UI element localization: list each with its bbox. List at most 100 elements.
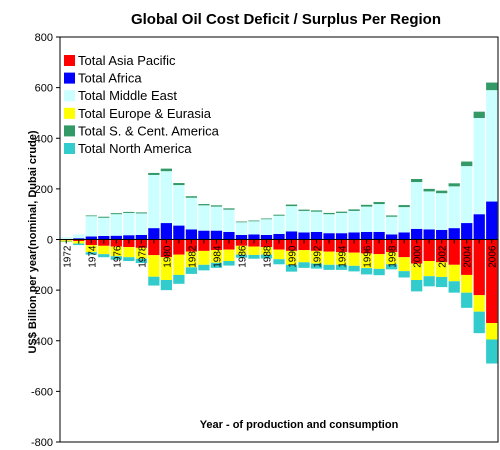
x-tick-label: 1972 [62, 245, 73, 268]
bar-total-asia-pacific-2005 [473, 239, 485, 296]
bar-total-europe-eurasia-1996 [360, 253, 373, 269]
bar-total-africa-1986 [235, 234, 248, 240]
x-tick-label: 1984 [212, 245, 223, 268]
bar-total-asia-pacific-1995 [348, 239, 360, 253]
x-tick-label: 1986 [237, 245, 248, 268]
bar-total-africa-1995 [348, 232, 360, 240]
bar-total-s-cent-america-1980 [160, 168, 172, 172]
x-tick-label: 1994 [338, 245, 349, 268]
bar-total-north-america-1994 [335, 264, 348, 270]
legend-swatch [64, 107, 75, 119]
bar-total-middle-east-1979 [148, 174, 160, 229]
legend-swatch [64, 90, 75, 102]
bar-total-africa-1983 [198, 230, 210, 240]
bar-total-africa-1996 [360, 231, 373, 240]
bar-total-asia-pacific-1978 [135, 239, 147, 248]
bar-total-north-america-1975 [98, 254, 110, 258]
bar-total-europe-eurasia-1999 [398, 257, 410, 272]
bar-total-north-america-1980 [160, 280, 172, 291]
bar-total-asia-pacific-1982 [185, 239, 198, 252]
bar-total-middle-east-1993 [323, 214, 335, 234]
bar-total-africa-2003 [448, 228, 460, 240]
bar-total-africa-1979 [148, 228, 160, 240]
x-tick-labels: 1972 1974 1976 1978 1980 1982 1984 1986 1988 1990… [62, 245, 498, 268]
bar-total-s-cent-america-1998 [386, 215, 398, 217]
bar-total-africa-1998 [386, 234, 398, 240]
bar-total-s-cent-america-1978 [135, 212, 147, 214]
bar-total-middle-east-1992 [310, 211, 323, 232]
bar-total-europe-eurasia-2001 [423, 261, 435, 277]
bar-total-middle-east-2000 [411, 182, 423, 229]
bar-total-north-america-1991 [298, 262, 310, 268]
bar-total-middle-east-1988 [260, 219, 273, 235]
bar-total-europe-eurasia-1985 [223, 249, 235, 262]
bar-total-north-america-2002 [436, 276, 448, 288]
bar-total-north-america-1981 [173, 274, 185, 284]
bar-total-north-america-1978 [135, 258, 147, 264]
bar-total-middle-east-1980 [160, 171, 172, 224]
bar-total-africa-1987 [248, 234, 260, 240]
bar-total-middle-east-2004 [461, 166, 473, 224]
bar-total-europe-eurasia-1997 [373, 254, 385, 269]
bar-total-asia-pacific-1980 [160, 239, 172, 258]
x-tick-label: 1996 [363, 245, 374, 268]
bar-total-africa-1992 [310, 231, 323, 240]
bar-total-s-cent-america-1996 [360, 204, 373, 207]
bar-total-s-cent-america-2006 [486, 82, 498, 91]
bar-total-middle-east-1987 [248, 221, 260, 235]
bar-total-s-cent-america-1983 [198, 204, 210, 206]
bar-total-s-cent-america-1974 [85, 215, 97, 217]
bar-total-middle-east-2006 [486, 90, 498, 202]
bar-total-europe-eurasia-2005 [473, 295, 485, 312]
bar-total-middle-east-1990 [285, 206, 298, 232]
y-axis-label: US$ Billion per year(nominal, Dubai crud… [27, 130, 39, 353]
bar-total-north-america-1984 [210, 262, 223, 268]
bar-total-asia-pacific-1989 [273, 239, 285, 250]
bar-total-europe-eurasia-1993 [323, 251, 335, 265]
bar-total-middle-east-1973 [73, 234, 85, 239]
bar-total-africa-1990 [285, 231, 298, 240]
bar-total-north-america-2004 [461, 292, 473, 308]
bar-total-middle-east-2005 [473, 118, 485, 215]
bar-total-north-america-1987 [248, 254, 260, 259]
bar-total-africa-2005 [473, 214, 485, 240]
bar-total-middle-east-1998 [386, 216, 398, 235]
bar-total-asia-pacific-1981 [173, 239, 185, 255]
bar-total-africa-1988 [260, 234, 273, 240]
bar-total-europe-eurasia-1975 [98, 245, 110, 255]
bar-total-africa-1980 [160, 223, 172, 240]
bar-total-asia-pacific-2000 [411, 239, 423, 264]
bar-total-europe-eurasia-1998 [386, 252, 398, 265]
bar-total-africa-1997 [373, 231, 385, 240]
x-tick-label: 2006 [488, 245, 499, 268]
bar-total-asia-pacific-1984 [210, 239, 223, 251]
bar-total-middle-east-1972 [60, 237, 72, 239]
legend-swatch [64, 72, 75, 84]
bar-total-africa-2006 [486, 201, 498, 240]
bar-total-europe-eurasia-1976 [110, 246, 122, 257]
bar-total-s-cent-america-1995 [348, 209, 360, 211]
bar-total-asia-pacific-1998 [386, 239, 398, 253]
bar-total-europe-eurasia-1994 [335, 252, 348, 265]
bar-total-middle-east-2001 [423, 191, 435, 230]
bar-total-asia-pacific-1999 [398, 239, 410, 258]
bar-total-north-america-1988 [260, 254, 273, 259]
bar-total-s-cent-america-1999 [398, 205, 410, 208]
y-tick-label: 400 [35, 133, 53, 145]
y-tick-label: 800 [35, 32, 53, 44]
bar-total-s-cent-america-1982 [185, 196, 198, 198]
bar-total-asia-pacific-2004 [461, 239, 473, 275]
bar-total-s-cent-america-1989 [273, 214, 285, 216]
bar-total-asia-pacific-1992 [310, 239, 323, 251]
chart-title: Global Oil Cost Deficit / Surplus Per Re… [131, 11, 441, 28]
bar-total-africa-1976 [110, 235, 122, 240]
bar-total-north-america-2001 [423, 276, 435, 287]
bar-total-africa-1993 [323, 233, 335, 240]
bar-total-europe-eurasia-1983 [198, 250, 210, 265]
bar-total-middle-east-1989 [273, 215, 285, 234]
bar-total-europe-eurasia-1974 [85, 245, 97, 253]
bar-total-north-america-2000 [411, 280, 423, 292]
x-tick-label: 1976 [112, 245, 123, 268]
legend-label: Total Africa [78, 71, 142, 86]
y-tick-label: -800 [31, 437, 53, 449]
